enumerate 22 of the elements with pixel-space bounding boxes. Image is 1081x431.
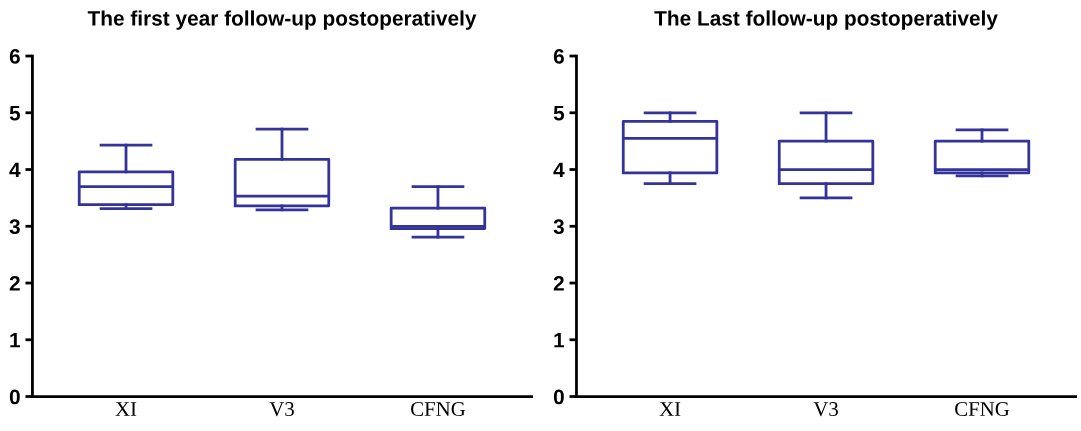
y-tick-label: 4 xyxy=(9,162,21,178)
chart-title: The first year follow-up postoperatively xyxy=(87,10,477,30)
y-tick-label: 2 xyxy=(9,276,20,291)
y-tick-label: 6 xyxy=(9,49,20,64)
y-tick-label: 5 xyxy=(9,105,21,121)
y-tick-label: 3 xyxy=(9,219,20,235)
y-tick-label: 0 xyxy=(9,389,20,405)
x-tick-label: CFNG xyxy=(955,402,1010,417)
y-tick-label: 4 xyxy=(553,162,565,178)
x-tick-label: V3 xyxy=(269,402,294,417)
y-tick-label: 1 xyxy=(554,332,565,348)
chart-title: The Last follow-up postoperatively xyxy=(654,10,998,30)
y-tick-label: 6 xyxy=(553,49,564,64)
x-tick-label: CFNG xyxy=(411,402,466,417)
y-tick-label: 1 xyxy=(10,332,21,348)
y-tick-label: 2 xyxy=(553,276,564,291)
y-tick-label: 0 xyxy=(553,389,564,405)
y-tick-label: 3 xyxy=(553,219,564,235)
x-tick-label: XI xyxy=(659,402,681,416)
x-tick-label: V3 xyxy=(813,402,838,417)
x-tick-label: XI xyxy=(115,402,137,416)
y-tick-label: 5 xyxy=(553,105,565,121)
